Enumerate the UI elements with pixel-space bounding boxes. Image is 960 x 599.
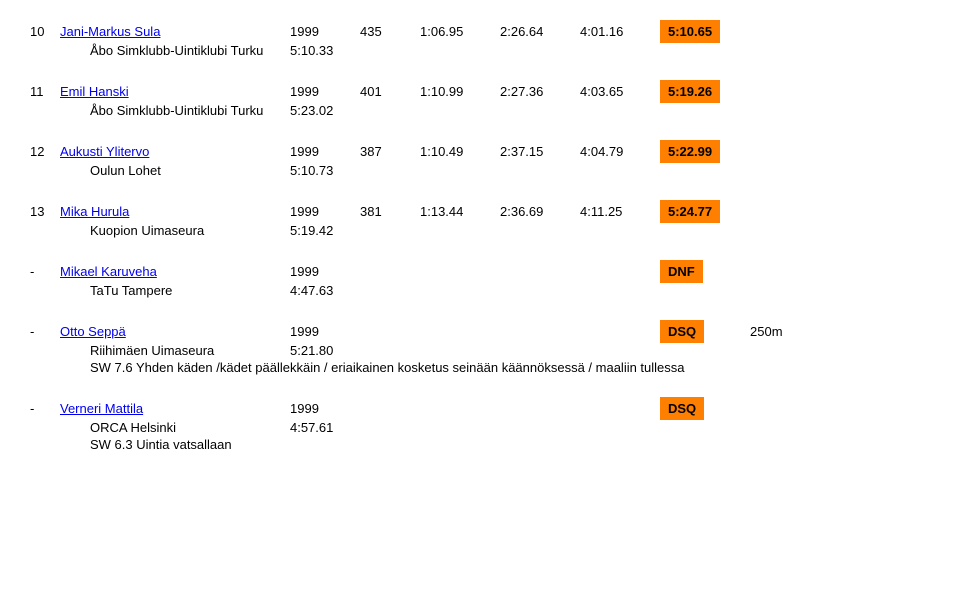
rank: - bbox=[30, 401, 60, 416]
final-time: DSQ bbox=[660, 320, 704, 343]
result-row-main: -Verneri Mattila 1999 DSQ bbox=[30, 397, 930, 420]
split-1: 1:06.95 bbox=[420, 24, 500, 39]
number: 381 bbox=[360, 204, 420, 219]
split-3: 4:03.65 bbox=[580, 84, 660, 99]
final-time: DNF bbox=[660, 260, 703, 283]
swimmer-name: Otto Seppä bbox=[60, 324, 290, 339]
swimmer-name: Jani-Markus Sula bbox=[60, 24, 290, 39]
swimmer-link[interactable]: Jani-Markus Sula bbox=[60, 24, 160, 39]
entry-time: 4:47.63 bbox=[290, 283, 333, 298]
swimmer-name: Mikael Karuveha bbox=[60, 264, 290, 279]
club-name: Riihimäen Uimaseura bbox=[90, 343, 290, 358]
split-3: 4:01.16 bbox=[580, 24, 660, 39]
swimmer-link[interactable]: Mika Hurula bbox=[60, 204, 129, 219]
final-time: 5:22.99 bbox=[660, 140, 720, 163]
final-cell: DNF bbox=[660, 260, 750, 283]
result-row-main: 10Jani-Markus Sula 19994351:06.952:26.644… bbox=[30, 20, 930, 43]
result-row-sub: Kuopion Uimaseura5:19.42 bbox=[30, 223, 930, 238]
split-2: 2:27.36 bbox=[500, 84, 580, 99]
result-row-main: -Otto Seppä 1999 DSQ 250m bbox=[30, 320, 930, 343]
club-name: Kuopion Uimaseura bbox=[90, 223, 290, 238]
result-entry: 11Emil Hanski 19994011:10.992:27.364:03.6… bbox=[30, 80, 930, 118]
swimmer-link[interactable]: Aukusti Ylitervo bbox=[60, 144, 149, 159]
year: 1999 bbox=[290, 24, 360, 39]
year: 1999 bbox=[290, 84, 360, 99]
result-entry: 13Mika Hurula 19993811:13.442:36.694:11.2… bbox=[30, 200, 930, 238]
entry-time: 5:23.02 bbox=[290, 103, 333, 118]
result-entry: -Verneri Mattila1999DSQORCA Helsinki4:57… bbox=[30, 397, 930, 452]
final-cell: 5:24.77 bbox=[660, 200, 750, 223]
club-name: Åbo Simklubb-Uintiklubi Turku bbox=[90, 43, 290, 58]
club-name: Oulun Lohet bbox=[90, 163, 290, 178]
year: 1999 bbox=[290, 204, 360, 219]
rank: - bbox=[30, 324, 60, 339]
swimmer-link[interactable]: Otto Seppä bbox=[60, 324, 126, 339]
entry-time: 5:19.42 bbox=[290, 223, 333, 238]
dsq-note: SW 6.3 Uintia vatsallaan bbox=[90, 437, 930, 452]
rank: - bbox=[30, 264, 60, 279]
split-1: 1:13.44 bbox=[420, 204, 500, 219]
split-2: 2:36.69 bbox=[500, 204, 580, 219]
year: 1999 bbox=[290, 324, 360, 339]
result-row-sub: Oulun Lohet5:10.73 bbox=[30, 163, 930, 178]
result-row-main: -Mikael Karuveha 1999 DNF bbox=[30, 260, 930, 283]
final-time: DSQ bbox=[660, 397, 704, 420]
result-entry: -Otto Seppä 1999 DSQ 250m Riihimäen Uimaseur… bbox=[30, 320, 930, 375]
club-name: ORCA Helsinki bbox=[90, 420, 290, 435]
swimmer-name: Verneri Mattila bbox=[60, 401, 290, 416]
year: 1999 bbox=[290, 401, 360, 416]
swimmer-name: Aukusti Ylitervo bbox=[60, 144, 290, 159]
rank: 11 bbox=[30, 84, 60, 99]
rank: 12 bbox=[30, 144, 60, 159]
entry-time: 4:57.61 bbox=[290, 420, 333, 435]
final-cell: 5:10.65 bbox=[660, 20, 750, 43]
result-row-sub: Riihimäen Uimaseura5:21.80 bbox=[30, 343, 930, 358]
split-2: 2:37.15 bbox=[500, 144, 580, 159]
year: 1999 bbox=[290, 144, 360, 159]
final-cell: DSQ bbox=[660, 320, 750, 343]
swimmer-name: Emil Hanski bbox=[60, 84, 290, 99]
rank: 13 bbox=[30, 204, 60, 219]
result-entry: 12Aukusti Ylitervo 19993871:10.492:37.154… bbox=[30, 140, 930, 178]
swimmer-name: Mika Hurula bbox=[60, 204, 290, 219]
final-time: 5:19.26 bbox=[660, 80, 720, 103]
result-row-sub: Åbo Simklubb-Uintiklubi Turku5:23.02 bbox=[30, 103, 930, 118]
entry-time: 5:10.73 bbox=[290, 163, 333, 178]
club-name: Åbo Simklubb-Uintiklubi Turku bbox=[90, 103, 290, 118]
number: 435 bbox=[360, 24, 420, 39]
entry-time: 5:21.80 bbox=[290, 343, 333, 358]
extra-label: 250m bbox=[750, 324, 810, 339]
split-1: 1:10.99 bbox=[420, 84, 500, 99]
final-cell: 5:19.26 bbox=[660, 80, 750, 103]
results-list: 10Jani-Markus Sula19994351:06.952:26.644… bbox=[30, 20, 930, 452]
swimmer-link[interactable]: Verneri Mattila bbox=[60, 401, 143, 416]
final-time: 5:24.77 bbox=[660, 200, 720, 223]
rank: 10 bbox=[30, 24, 60, 39]
result-row-sub: TaTu Tampere4:47.63 bbox=[30, 283, 930, 298]
result-row-main: 13Mika Hurula 19993811:13.442:36.694:11.2… bbox=[30, 200, 930, 223]
result-row-sub: ORCA Helsinki4:57.61 bbox=[30, 420, 930, 435]
entry-time: 5:10.33 bbox=[290, 43, 333, 58]
number: 387 bbox=[360, 144, 420, 159]
split-3: 4:11.25 bbox=[580, 204, 660, 219]
split-2: 2:26.64 bbox=[500, 24, 580, 39]
result-row-main: 12Aukusti Ylitervo 19993871:10.492:37.154… bbox=[30, 140, 930, 163]
split-1: 1:10.49 bbox=[420, 144, 500, 159]
result-entry: -Mikael Karuveha1999DNFTaTu Tampere4:47.… bbox=[30, 260, 930, 298]
result-entry: 10Jani-Markus Sula 19994351:06.952:26.644… bbox=[30, 20, 930, 58]
final-time: 5:10.65 bbox=[660, 20, 720, 43]
split-3: 4:04.79 bbox=[580, 144, 660, 159]
result-row-main: 11Emil Hanski 19994011:10.992:27.364:03.6… bbox=[30, 80, 930, 103]
final-cell: DSQ bbox=[660, 397, 750, 420]
club-name: TaTu Tampere bbox=[90, 283, 290, 298]
final-cell: 5:22.99 bbox=[660, 140, 750, 163]
number: 401 bbox=[360, 84, 420, 99]
swimmer-link[interactable]: Mikael Karuveha bbox=[60, 264, 157, 279]
year: 1999 bbox=[290, 264, 360, 279]
dsq-note: SW 7.6 Yhden käden /kädet päällekkäin / … bbox=[90, 360, 930, 375]
swimmer-link[interactable]: Emil Hanski bbox=[60, 84, 129, 99]
result-row-sub: Åbo Simklubb-Uintiklubi Turku5:10.33 bbox=[30, 43, 930, 58]
